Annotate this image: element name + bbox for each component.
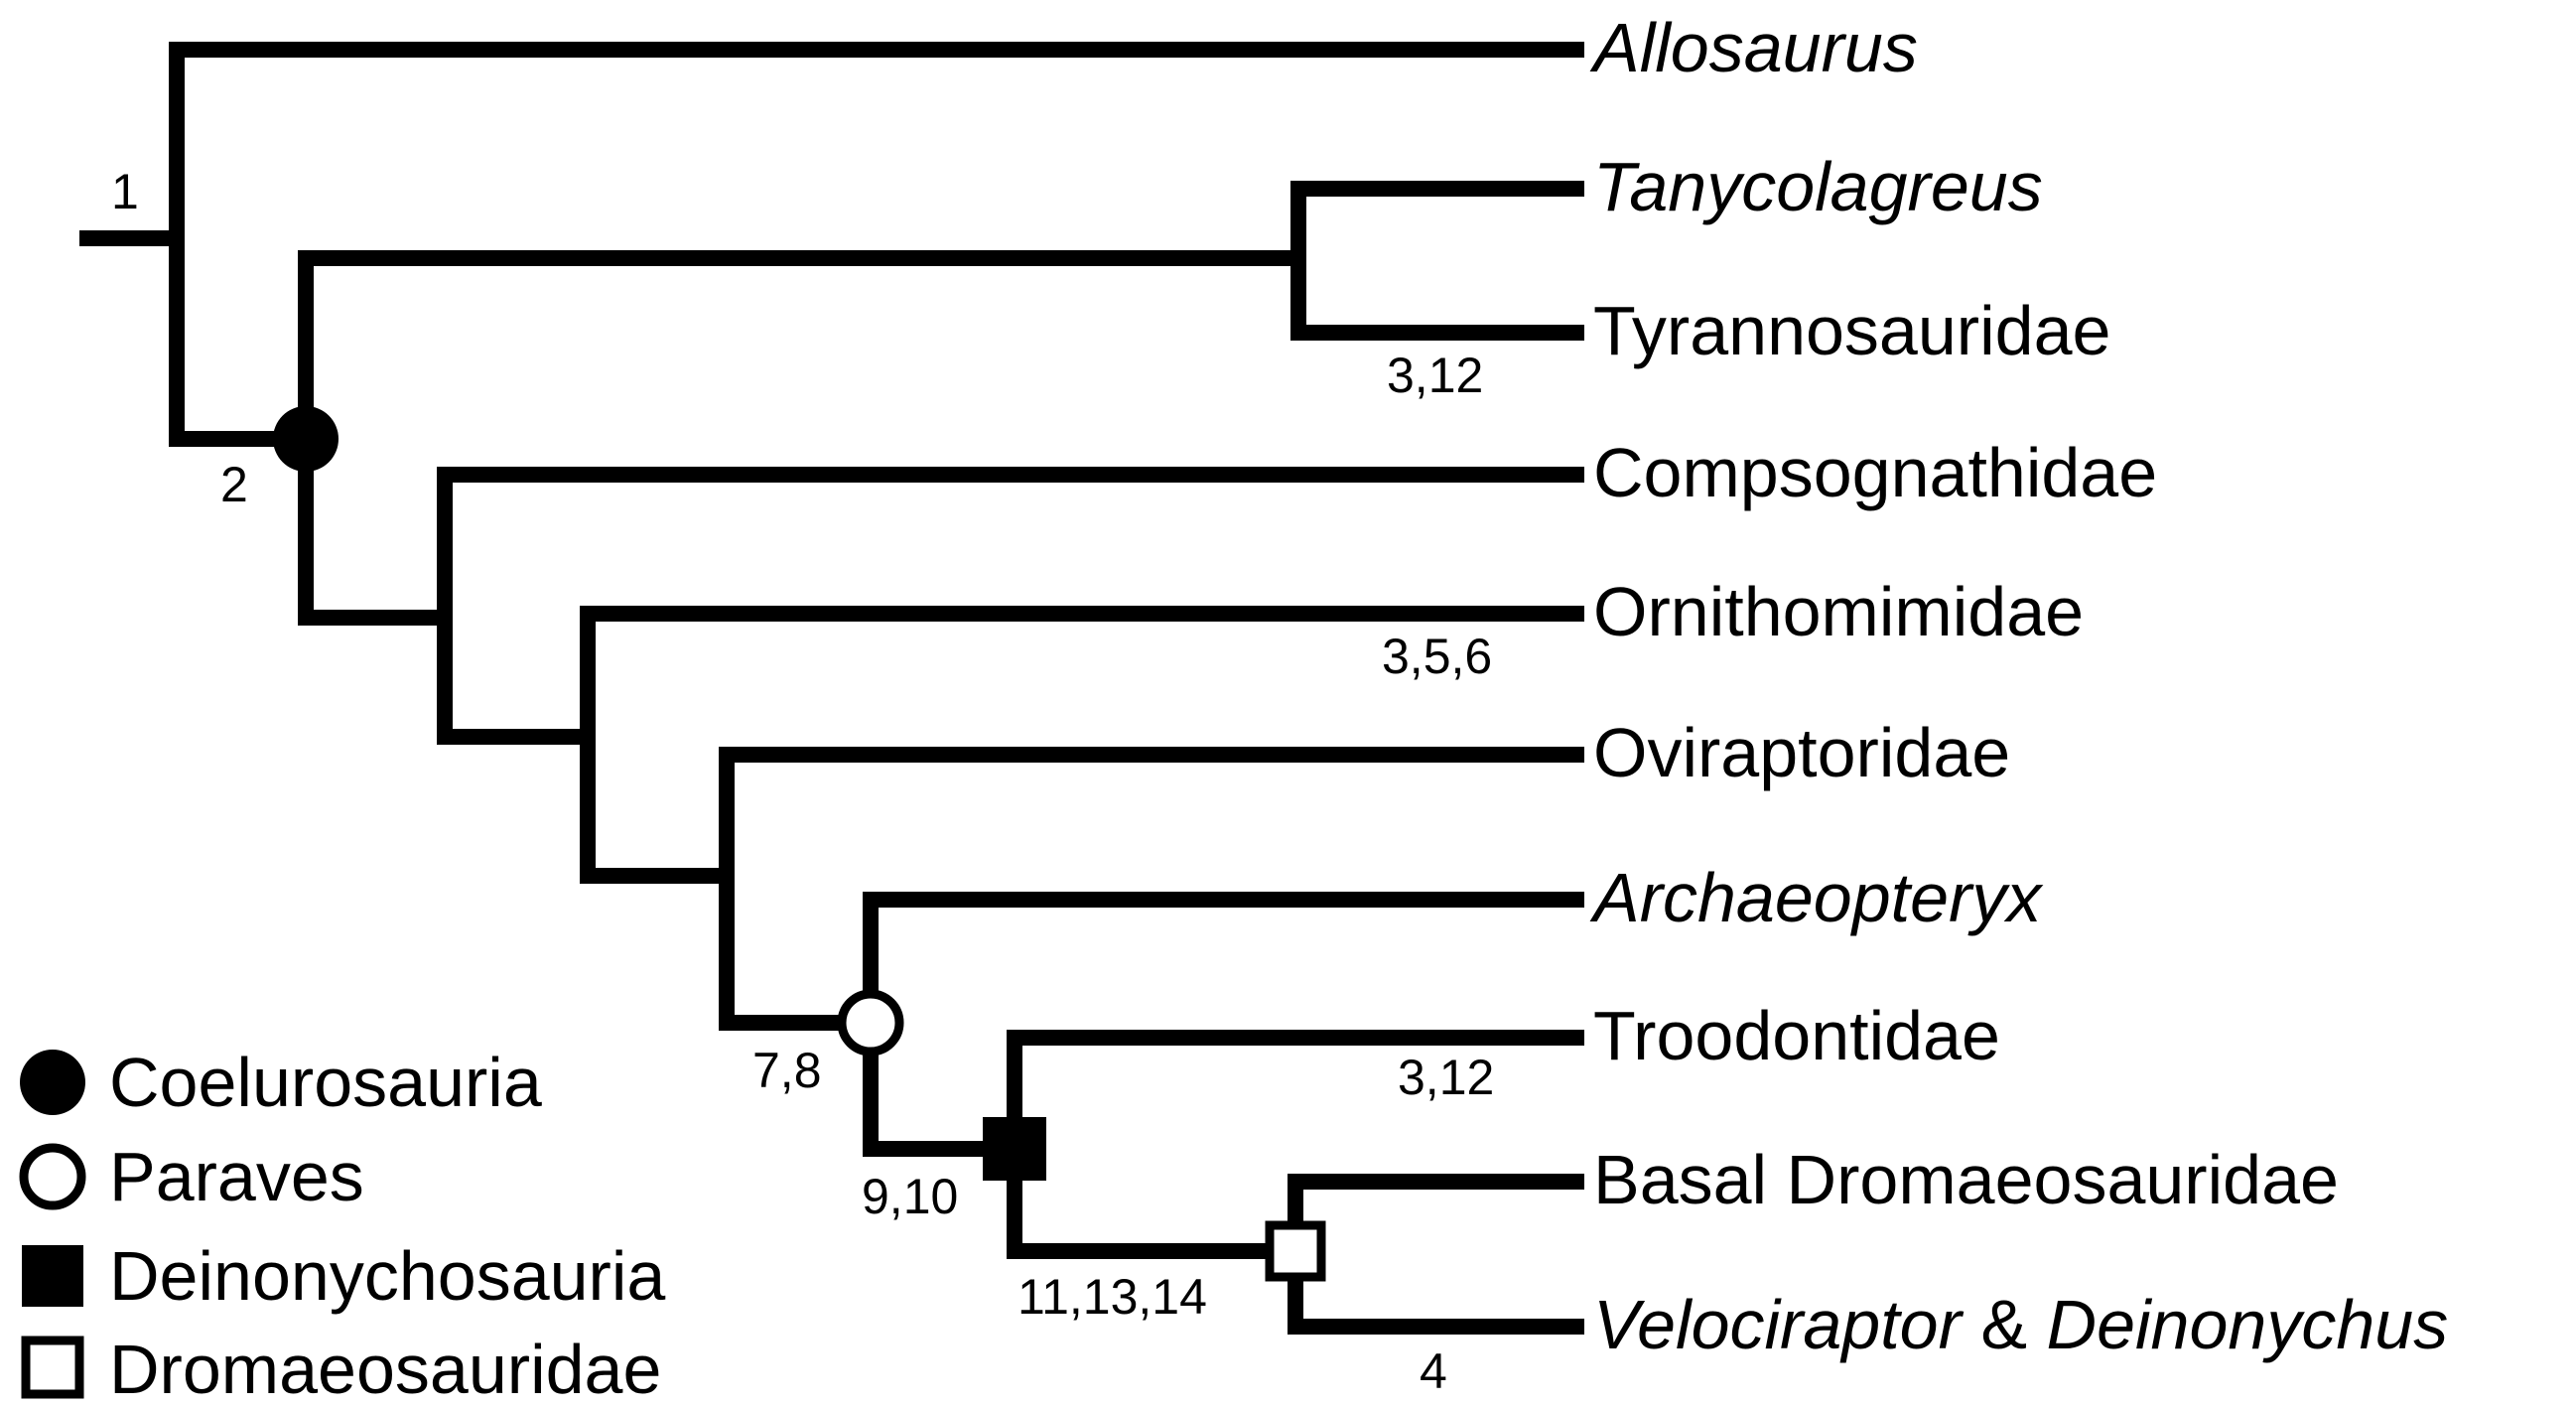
char-label-tyrannosauridae: 3,12 — [1387, 348, 1483, 403]
taxon-ornithomimidae: Ornithomimidae — [1593, 573, 2084, 650]
char-label-dromaeosauridae: 11,13,14 — [1017, 1269, 1207, 1325]
dromaeosauridae-node-marker — [1265, 1220, 1326, 1282]
taxon-basal-dromaeosauridae: Basal Dromaeosauridae — [1593, 1141, 2339, 1218]
char-label-root: 1 — [111, 164, 139, 219]
legend-open-square-icon — [21, 1336, 84, 1399]
char-label-velociraptor: 4 — [1420, 1343, 1447, 1399]
branches — [79, 42, 1584, 1335]
legend-open-circle-icon — [19, 1143, 86, 1210]
taxon-velociraptor-deinonychus: Velociraptor & Deinonychus — [1593, 1286, 2448, 1363]
taxon-labels: Allosaurus Tanycolagreus Tyrannosauridae… — [1589, 9, 2448, 1363]
node-markers — [273, 406, 1326, 1282]
legend-label-dromaeosauridae: Dromaeosauridae — [109, 1331, 661, 1408]
taxon-velociraptor-part: Velociraptor — [1593, 1286, 1965, 1363]
legend-label-paraves: Paraves — [109, 1138, 364, 1215]
legend-filled-square-icon — [22, 1245, 83, 1307]
legend: Coelurosauria Paraves Deinonychosauria D… — [19, 1044, 665, 1408]
taxon-tyrannosauridae: Tyrannosauridae — [1593, 292, 2110, 369]
char-label-deinonychosauria: 9,10 — [862, 1169, 958, 1224]
taxon-deinonychus-part: Deinonychus — [2047, 1286, 2449, 1363]
char-label-coelurosauria: 2 — [220, 457, 248, 512]
coelurosauria-node-marker — [273, 406, 339, 472]
taxon-allosaurus: Allosaurus — [1589, 9, 1918, 86]
legend-label-deinonychosauria: Deinonychosauria — [109, 1237, 665, 1315]
char-label-paraves: 7,8 — [752, 1043, 822, 1098]
legend-filled-circle-icon — [20, 1050, 85, 1115]
taxon-compsognathidae: Compsognathidae — [1593, 434, 2157, 511]
taxon-troodontidae: Troodontidae — [1593, 997, 2000, 1074]
char-label-ornithomimidae: 3,5,6 — [1382, 629, 1492, 684]
legend-label-coelurosauria: Coelurosauria — [109, 1044, 542, 1121]
character-labels: 1 2 3,12 3,5,6 7,8 9,10 3,12 11,13,14 4 — [111, 164, 1494, 1399]
taxon-tanycolagreus: Tanycolagreus — [1593, 148, 2043, 225]
char-label-troodontidae: 3,12 — [1398, 1050, 1494, 1105]
paraves-node-marker — [837, 989, 904, 1057]
taxon-ampersand: & — [1962, 1286, 2047, 1363]
deinonychosauria-node-marker — [983, 1117, 1046, 1181]
taxon-archaeopteryx: Archaeopteryx — [1589, 859, 2044, 936]
taxon-oviraptoridae: Oviraptoridae — [1593, 714, 2010, 791]
